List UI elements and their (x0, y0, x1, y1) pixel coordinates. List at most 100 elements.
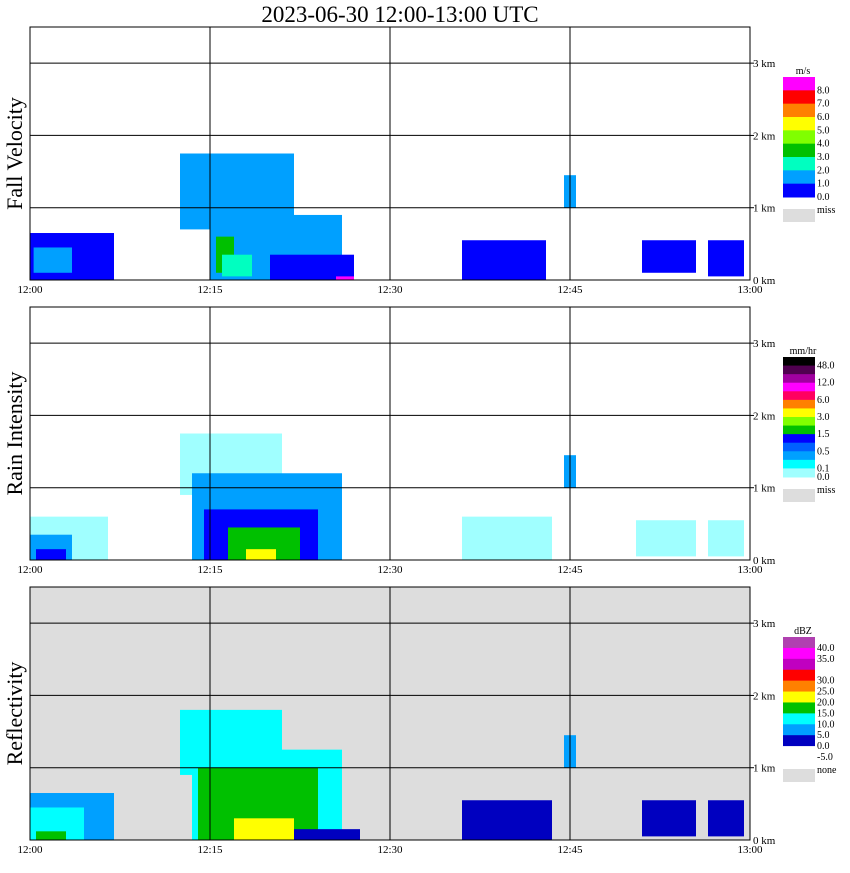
legend-label: 3.0 (817, 152, 830, 163)
legend-label: 5.0 (817, 730, 830, 741)
legend-label: 4.0 (817, 139, 830, 150)
echo-region (642, 240, 696, 273)
legend-swatch (783, 170, 815, 185)
legend-label: 30.0 (817, 676, 835, 687)
legend-swatch (783, 183, 815, 198)
legend-label: 7.0 (817, 99, 830, 110)
legend-swatch (783, 647, 815, 660)
legend-swatch (783, 746, 815, 758)
legend-missing-label: miss (817, 205, 835, 216)
legend-swatch (783, 735, 815, 747)
x-tick-label: 12:30 (377, 564, 403, 576)
x-tick-label: 12:45 (557, 844, 583, 856)
y-tick-label: 0 km (753, 555, 776, 567)
y-tick-label: 1 km (753, 203, 776, 215)
y-tick-label: 2 km (753, 410, 776, 422)
legend-swatch (783, 680, 815, 693)
legend-swatch (783, 374, 815, 384)
panel-ylabel: Fall Velocity (2, 97, 27, 210)
y-tick-label: 3 km (753, 338, 776, 350)
panel-2: 12:00 12:15 12:30 12:45 13:00 1 km 2 km 3 km 0 k… (2, 306, 835, 576)
echo-region (642, 800, 696, 837)
y-tick-label: 1 km (753, 483, 776, 495)
echo-region (36, 549, 66, 560)
legend-missing-label: miss (817, 485, 835, 496)
x-tick-label: 12:15 (197, 284, 223, 296)
legend-label: 35.0 (817, 654, 835, 665)
x-tick-label: 12:45 (557, 564, 583, 576)
legend-swatch (783, 468, 815, 478)
panel-ylabel: Rain Intensity (2, 371, 27, 495)
legend-missing-swatch (783, 769, 815, 782)
legend-swatch (783, 103, 815, 118)
legend-label: 2.0 (817, 165, 830, 176)
panel-1: 12:00 12:15 12:30 12:45 13:00 1 km 2 km 3 km 0 k… (2, 26, 835, 296)
legend-swatch (783, 691, 815, 703)
x-tick-label: 12:30 (377, 844, 403, 856)
legend-swatch (783, 77, 815, 91)
legend-swatch (783, 434, 815, 444)
legend-unit: m/s (796, 66, 811, 77)
echo-region (708, 240, 744, 277)
legend-label: 1.0 (817, 179, 830, 190)
figure-title: 2023-06-30 12:00-13:00 UTC (261, 2, 538, 27)
legend-label: 0.1 (817, 463, 830, 474)
x-tick-label: 12:00 (17, 284, 43, 296)
legend-swatch (783, 702, 815, 714)
x-tick-label: 12:00 (17, 844, 43, 856)
y-tick-label: 0 km (753, 275, 776, 287)
echo-region (33, 247, 72, 273)
plot-frame (29, 586, 751, 841)
legend-label: 40.0 (817, 643, 835, 654)
legend-swatch (783, 417, 815, 427)
echo-region (708, 520, 744, 557)
y-tick-label: 0 km (753, 835, 776, 847)
legend-swatch (783, 459, 815, 469)
legend-unit: dBZ (794, 626, 812, 637)
legend-label: 15.0 (817, 708, 835, 719)
legend-label: 0.5 (817, 446, 830, 457)
echo-region (222, 254, 252, 277)
legend-missing-swatch (783, 489, 815, 502)
legend-swatch (783, 365, 815, 375)
legend-swatch (783, 658, 815, 671)
legend-label: 6.0 (817, 112, 830, 123)
legend-swatch (783, 391, 815, 401)
echo-region (36, 831, 66, 840)
legend-swatch (783, 157, 815, 171)
legend-label: 25.0 (817, 687, 835, 698)
legend-swatch (783, 130, 815, 145)
y-tick-label: 2 km (753, 690, 776, 702)
panel-3: 12:00 12:15 12:30 12:45 13:00 1 km 2 km 3 km 0 k… (2, 586, 837, 856)
legend-label: 3.0 (817, 412, 830, 423)
legend-unit: mm/hr (790, 346, 817, 357)
legend-swatch (783, 117, 815, 131)
legend-swatch (783, 408, 815, 418)
legend-label: 20.0 (817, 697, 835, 708)
echo-region (336, 276, 354, 280)
echo-region (462, 800, 552, 840)
legend-swatch (783, 451, 815, 461)
legend-label: 10.0 (817, 719, 835, 730)
legend-label: -5.0 (817, 752, 833, 763)
plot-frame (29, 306, 751, 561)
echo-region (462, 516, 552, 560)
legend-swatch (783, 357, 815, 367)
legend-swatch (783, 669, 815, 682)
legend-swatch (783, 399, 815, 409)
legend-label: 5.0 (817, 125, 830, 136)
legend-label: 0.0 (817, 741, 830, 752)
x-tick-label: 13:00 (737, 284, 763, 296)
echo-region (636, 520, 696, 557)
legend-swatch (783, 382, 815, 392)
x-tick-label: 13:00 (737, 844, 763, 856)
panel-ylabel: Reflectivity (2, 662, 27, 766)
x-tick-label: 12:15 (197, 564, 223, 576)
x-tick-label: 12:00 (17, 564, 43, 576)
y-tick-label: 3 km (753, 618, 776, 630)
plot-frame (29, 26, 751, 281)
x-tick-label: 13:00 (737, 564, 763, 576)
x-tick-label: 12:15 (197, 844, 223, 856)
